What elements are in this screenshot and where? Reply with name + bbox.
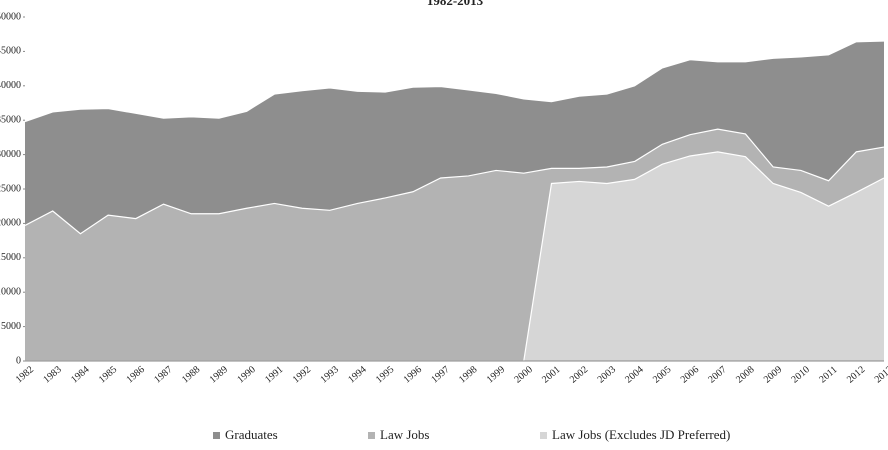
legend-swatch bbox=[540, 432, 547, 439]
area-edge bbox=[24, 128, 885, 235]
legend-label: Law Jobs bbox=[380, 427, 429, 442]
x-tick-label: 2009 bbox=[762, 364, 784, 385]
x-tick-label: 2013 bbox=[873, 364, 888, 385]
x-tick-label: 1991 bbox=[263, 364, 285, 385]
y-tick-label: 10000 bbox=[0, 286, 21, 297]
x-tick-label: 1985 bbox=[97, 364, 119, 385]
x-tick-label: 2003 bbox=[596, 364, 618, 385]
x-tick-label: 1998 bbox=[457, 364, 479, 385]
x-tick-label: 1990 bbox=[235, 364, 257, 385]
x-tick-label: 1986 bbox=[125, 364, 147, 385]
y-tick-label: 35000 bbox=[0, 114, 21, 125]
y-tick-label: 5000 bbox=[1, 321, 21, 332]
x-tick-label: 2004 bbox=[623, 364, 645, 385]
y-tick-label: 0 bbox=[16, 355, 21, 366]
x-tick-label: 1999 bbox=[485, 364, 507, 385]
x-tick-label: 2005 bbox=[651, 364, 673, 385]
x-tick-label: 1982 bbox=[14, 364, 36, 385]
x-tick-label: 1987 bbox=[152, 364, 174, 385]
x-tick-label: 2001 bbox=[540, 364, 562, 385]
legend-label: Graduates bbox=[225, 427, 278, 442]
y-tick-label: 30000 bbox=[0, 149, 21, 160]
x-tick-label: 2010 bbox=[790, 364, 812, 385]
x-tick-label: 1989 bbox=[208, 364, 230, 385]
x-tick-label: 1995 bbox=[374, 364, 396, 385]
x-tick-label: 2000 bbox=[512, 364, 534, 385]
y-tick-label: 45000 bbox=[0, 46, 21, 57]
x-tick-label: 2006 bbox=[679, 364, 701, 385]
x-tick-label: 1992 bbox=[291, 364, 313, 385]
y-tick-label: 40000 bbox=[0, 80, 21, 91]
y-tick-label: 15000 bbox=[0, 252, 21, 263]
x-tick-label: 1997 bbox=[429, 364, 451, 385]
y-tick-label: 20000 bbox=[0, 218, 21, 229]
legend-swatch bbox=[368, 432, 375, 439]
area-edge bbox=[24, 40, 885, 123]
x-tick-label: 2007 bbox=[706, 364, 728, 385]
x-tick-label: 2002 bbox=[568, 364, 590, 385]
y-tick-label: 25000 bbox=[0, 183, 21, 194]
chart-title: 1982-2013 bbox=[427, 0, 484, 8]
x-tick-label: 1993 bbox=[318, 364, 340, 385]
x-tick-label: 1988 bbox=[180, 364, 202, 385]
x-tick-label: 1996 bbox=[402, 364, 424, 385]
x-tick-label: 2012 bbox=[845, 364, 867, 385]
x-tick-label: 2008 bbox=[734, 364, 756, 385]
area bbox=[25, 151, 884, 361]
x-tick-label: 1983 bbox=[41, 364, 63, 385]
x-tick-label: 1994 bbox=[346, 364, 368, 385]
legend-swatch bbox=[213, 432, 220, 439]
x-tick-label: 2011 bbox=[817, 364, 839, 385]
legend-label: Law Jobs (Excludes JD Preferred) bbox=[552, 427, 730, 442]
x-tick-label: 1984 bbox=[69, 364, 91, 385]
